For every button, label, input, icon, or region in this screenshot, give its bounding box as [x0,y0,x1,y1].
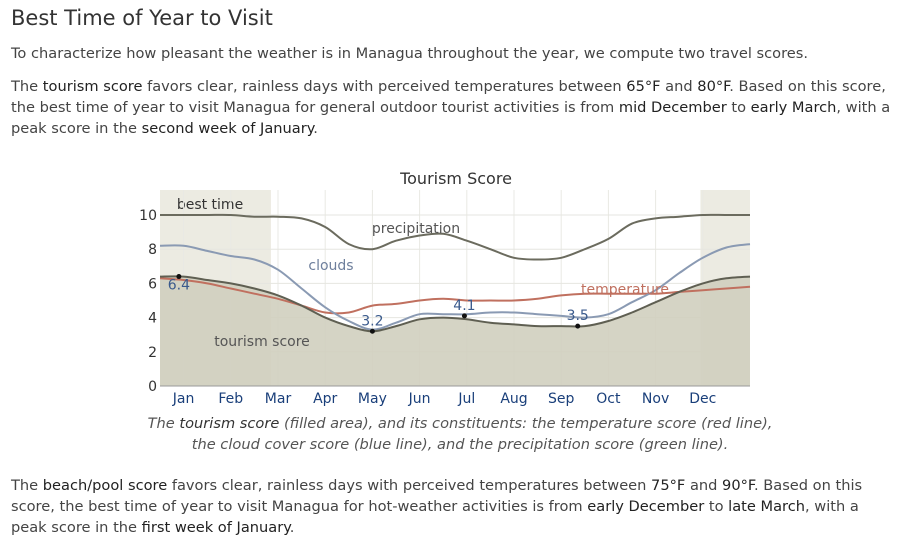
beach-text-5: to [704,498,729,515]
y-tick-label: 2 [148,345,157,361]
best-time-label: best time [177,197,243,213]
x-tick-label: Oct [596,391,621,407]
x-tick-label: Jun [408,391,431,407]
tourism-temp-low: 65°F [626,78,661,95]
annotation-dot [369,328,375,334]
x-tick-label: Dec [689,391,716,407]
annotations: 6.4 3.2 4.1 3.5 [168,274,589,334]
x-tick-label: Nov [642,391,669,407]
caption-tourism-term: tourism score [179,415,280,432]
series-label: temperature [581,282,669,298]
caption-text-1: The [147,415,180,432]
beach-end: late March [728,498,805,515]
tourism-text-2: favors clear, rainless days with perceiv… [142,78,627,95]
annotation-label: 6.4 [168,278,190,294]
beach-text-6: , with a peak score in the [11,498,859,536]
beach-start: early December [587,498,705,515]
annotation-dot [575,323,581,329]
y-tick-label: 8 [148,242,157,258]
clouds-line [159,243,751,331]
tourism-score-line [159,275,751,333]
tourism-area [160,276,750,386]
y-tick-label: 6 [148,276,157,292]
beach-paragraph: The beach/pool score favors clear, rainl… [11,475,896,538]
series-label: tourism score [214,334,310,350]
beach-text-4: . Based on this score, the best time of … [11,477,863,515]
annotation-label: 3.5 [567,308,589,324]
tourism-peak: second week of January [141,120,314,137]
x-tick-label: Mar [265,391,292,407]
tourism-text-6: , with a peak score in the [11,99,891,137]
series-labels: precipitation clouds temperature tourism sc… [214,221,669,350]
tourism-text-5: to [726,99,751,116]
annotation-label: 3.2 [361,313,383,329]
tourism-text-1: The [11,78,43,95]
x-tick-label: May [358,391,387,407]
temperature-line [159,277,751,315]
beach-peak: first week of January [141,519,290,536]
tourism-text-4: . Based on this score, the best time of … [11,78,886,116]
x-tick-label: Aug [500,391,527,407]
tourism-temp-high: 80°F [697,78,730,95]
caption-text-2: (filled area), and its constituents: the… [191,415,773,453]
tourism-paragraph: The tourism score favors clear, rainless… [11,76,896,139]
page-title: Best Time of Year to Visit [11,6,273,30]
beach-text-1: The [11,477,43,494]
precipitation-line [160,213,750,261]
chart-title: Tourism Score [399,169,512,188]
x-tick-label: Apr [313,391,337,407]
series-label: clouds [308,258,353,274]
y-tick-label: 10 [139,208,157,224]
axes: 0 2 4 6 8 10 Jan Feb Mar Apr May Jun Jul Aug Sep Oct Nov… [139,208,750,407]
annotation-dot [176,274,182,280]
beach-temp-high: 90°F [722,477,754,494]
beach-score-term: beach/pool score [42,477,168,494]
tourism-score-term: tourism score [42,78,143,95]
tourism-start: mid December [618,99,727,116]
chart-caption: The tourism score (filled area), and its… [140,413,780,455]
tourism-score-area [160,276,750,386]
intro-paragraph: To characterize how pleasant the weather… [11,45,808,62]
series-label: precipitation [372,221,460,237]
x-tick-label: Jan [172,391,195,407]
beach-temp-low: 75°F [651,477,686,494]
y-tick-label: 0 [148,379,157,395]
tourism-text-3: and [660,78,698,95]
x-tick-label: Jul [457,391,475,407]
annotation-dot [461,313,467,319]
annotation-label: 4.1 [453,298,475,314]
beach-text-7: . [289,519,295,536]
y-tick-label: 4 [148,311,157,327]
x-tick-label: Feb [218,391,243,407]
x-tick-label: Sep [548,391,575,407]
beach-text-2: favors clear, rainless days with perceiv… [167,477,652,494]
tourism-text-7: . [313,120,318,137]
tourism-end: early March [750,99,837,116]
series-lines [159,213,751,333]
beach-text-3: and [685,477,723,494]
